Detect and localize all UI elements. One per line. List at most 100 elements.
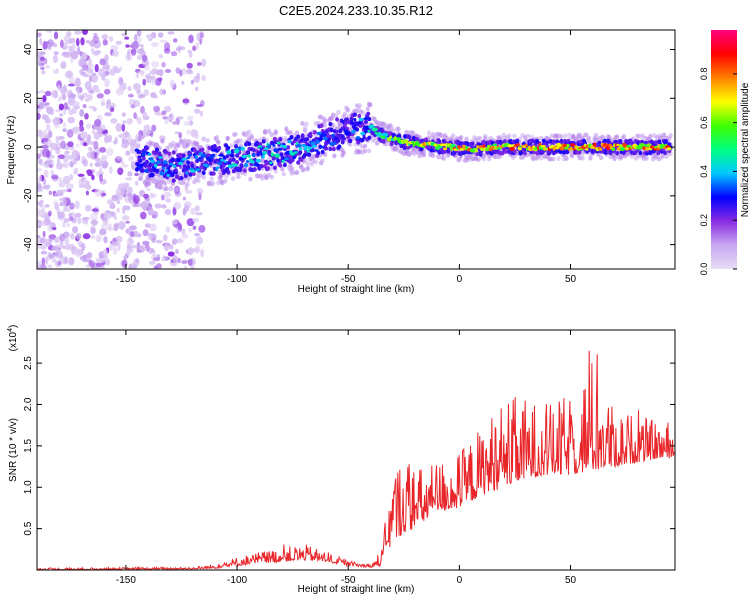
- heatmap-cell: [152, 257, 161, 262]
- heatmap-cell: [225, 135, 230, 141]
- heatmap-cell: [125, 177, 133, 181]
- heatmap-cell: [119, 66, 123, 71]
- heatmap-cell: [60, 39, 64, 48]
- heatmap-cell: [222, 155, 226, 160]
- heatmap-cell: [231, 157, 236, 162]
- heatmap-cell: [75, 233, 82, 240]
- heatmap-cell: [244, 163, 248, 168]
- heatmap-cell: [502, 139, 507, 144]
- heatmap-cell: [599, 155, 604, 161]
- heatmap-cell: [121, 124, 126, 132]
- heatmap-cell: [176, 116, 184, 120]
- heatmap-cell: [366, 148, 372, 154]
- heatmap-cell: [167, 31, 175, 35]
- heatmap-cell: [70, 94, 77, 98]
- heatmap-cell: [654, 140, 659, 145]
- heatmap-cell: [305, 137, 310, 142]
- heatmap-cell: [556, 156, 561, 162]
- heatmap-cell: [348, 138, 353, 144]
- heatmap-cell: [81, 176, 85, 184]
- heatmap-cell: [149, 168, 154, 173]
- heatmap-cell: [205, 138, 210, 143]
- heatmap-cell: [102, 73, 107, 77]
- heatmap-cell: [45, 102, 50, 106]
- heatmap-cell: [508, 138, 513, 144]
- heatmap-cell: [82, 103, 87, 109]
- heatmap-cell: [127, 138, 134, 143]
- heatmap-cell: [104, 162, 109, 166]
- heatmap-cell: [108, 68, 116, 76]
- heatmap-cell: [144, 61, 149, 65]
- y-tick-label: 2.0: [23, 397, 34, 411]
- heatmap-cell: [88, 146, 93, 152]
- heatmap-cell: [59, 233, 66, 242]
- heatmap-cell: [254, 163, 260, 166]
- heatmap-cell: [37, 241, 42, 250]
- heatmap-cell: [89, 73, 94, 83]
- heatmap-cell: [201, 75, 207, 81]
- heatmap-cell: [156, 173, 161, 179]
- heatmap-cell: [366, 111, 371, 117]
- heatmap-cell: [194, 233, 200, 237]
- heatmap-cell: [110, 201, 115, 207]
- heatmap-cell: [441, 156, 446, 161]
- heatmap-cell: [53, 31, 59, 40]
- heatmap-cell: [668, 133, 673, 139]
- heatmap-cell: [66, 188, 72, 193]
- heatmap-cell: [507, 133, 512, 139]
- heatmap-cell: [195, 212, 203, 216]
- heatmap-cell: [247, 141, 252, 147]
- heatmap-cell: [128, 225, 137, 231]
- heatmap-cell: [307, 146, 313, 150]
- heatmap-cell: [450, 143, 456, 148]
- heatmap-cell: [485, 147, 490, 152]
- heatmap-cell: [621, 134, 627, 139]
- heatmap-cell: [129, 263, 136, 269]
- heatmap-cell: [351, 130, 356, 134]
- colorbar-tick-label: 0.2: [699, 214, 709, 227]
- heatmap-cell: [169, 244, 174, 250]
- heatmap-cell: [138, 158, 143, 163]
- heatmap-cell: [104, 54, 109, 62]
- heatmap-cell: [294, 130, 300, 136]
- heatmap-cell: [130, 231, 135, 238]
- heatmap-cell: [308, 131, 313, 137]
- heatmap-cell: [37, 153, 41, 160]
- heatmap-cell: [464, 136, 469, 142]
- heatmap-cell: [97, 126, 103, 135]
- heatmap-cell: [269, 132, 274, 138]
- y-tick-label: 20: [23, 92, 34, 104]
- heatmap-cell: [238, 167, 243, 172]
- colorbar-label: Normalized spectral amplitude: [740, 82, 750, 217]
- heatmap-cell: [92, 85, 99, 90]
- heatmap-cell: [178, 140, 184, 146]
- heatmap-cell: [258, 150, 263, 155]
- heatmap-cell: [436, 154, 441, 160]
- heatmap-cell: [53, 244, 62, 252]
- heatmap-cell: [407, 134, 412, 140]
- heatmap-cell: [169, 79, 175, 89]
- heatmap-cell: [188, 153, 192, 157]
- heatmap-cell: [41, 257, 46, 266]
- heatmap-cell: [117, 167, 124, 176]
- heatmap-cell: [159, 88, 164, 96]
- heatmap-cell: [235, 160, 240, 165]
- heatmap-cell: [237, 146, 242, 151]
- heatmap-cell: [117, 242, 121, 252]
- heatmap-cell: [161, 110, 167, 116]
- heatmap-cell: [112, 65, 118, 70]
- heatmap-cell: [67, 141, 74, 148]
- heatmap-cell: [102, 39, 108, 46]
- heatmap-cell: [82, 142, 88, 147]
- x-tick-label: 50: [565, 575, 577, 586]
- heatmap-cell: [157, 32, 164, 38]
- heatmap-cell: [540, 145, 546, 148]
- heatmap-cell: [68, 216, 74, 222]
- heatmap-cell: [163, 243, 170, 252]
- heatmap-cell: [319, 123, 324, 128]
- heatmap-cell: [355, 127, 360, 132]
- heatmap-cell: [541, 138, 546, 143]
- snr-y-label: SNR (10 * v/v): [8, 418, 19, 482]
